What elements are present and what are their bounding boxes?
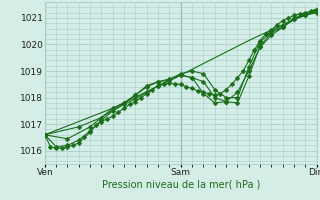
X-axis label: Pression niveau de la mer( hPa ): Pression niveau de la mer( hPa ) [102,180,260,190]
